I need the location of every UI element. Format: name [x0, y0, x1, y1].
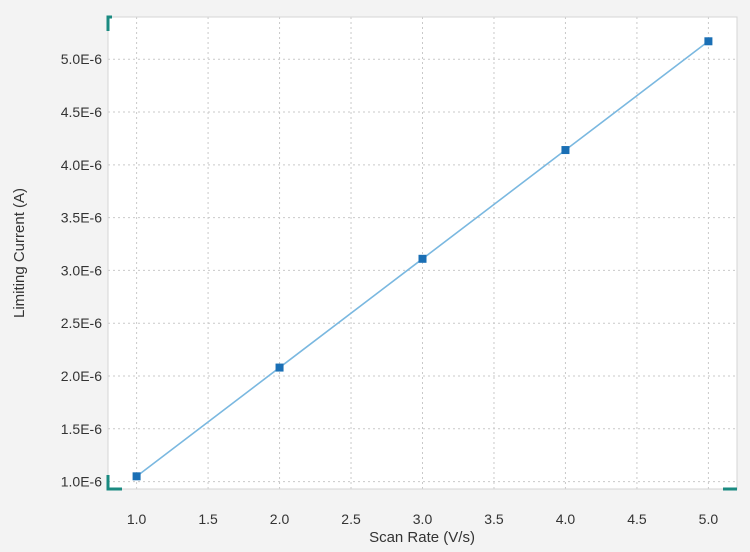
- x-tick-label: 4.0: [556, 511, 576, 527]
- plot-border: [107, 16, 738, 490]
- frame-corner: [106, 475, 122, 491]
- x-axis-title: Scan Rate (V/s): [369, 529, 475, 546]
- grid: [108, 17, 737, 489]
- y-tick-label: 2.0E-6: [61, 368, 102, 384]
- data-point: [561, 146, 570, 155]
- y-tick-label: 3.5E-6: [61, 210, 102, 226]
- frame-corner: [106, 15, 112, 31]
- y-tick-label: 5.0E-6: [61, 51, 102, 67]
- x-tick-label: 3.5: [484, 511, 504, 527]
- x-tick-label: 2.0: [270, 511, 290, 527]
- data-point: [132, 472, 141, 481]
- y-tick-label: 4.5E-6: [61, 104, 102, 120]
- y-tick-label: 2.5E-6: [61, 315, 102, 331]
- y-tick-labels: 1.0E-6 1.5E-6 2.0E-6 2.5E-6 3.0E-6 3.5E-6 4.0E…: [61, 51, 102, 489]
- x-tick-label: 2.5: [341, 511, 361, 527]
- x-tick-label: 1.5: [198, 511, 218, 527]
- y-tick-label: 1.0E-6: [61, 474, 102, 490]
- plot-frame: [106, 15, 738, 491]
- x-tick-label: 5.0: [699, 511, 719, 527]
- series: [132, 37, 713, 481]
- data-point: [275, 363, 284, 372]
- x-tick-label: 1.0: [127, 511, 147, 527]
- x-tick-label: 4.5: [627, 511, 647, 527]
- x-tick-label: 3.0: [413, 511, 433, 527]
- y-tick-label: 1.5E-6: [61, 421, 102, 437]
- y-tick-label: 4.0E-6: [61, 157, 102, 173]
- y-tick-label: 3.0E-6: [61, 262, 102, 278]
- y-axis-title: Limiting Current (A): [11, 188, 28, 318]
- data-point: [704, 37, 713, 46]
- x-tick-labels: 1.0 1.5 2.0 2.5 3.0 3.5 4.0 4.5 5.0: [127, 511, 718, 527]
- data-point: [418, 254, 427, 263]
